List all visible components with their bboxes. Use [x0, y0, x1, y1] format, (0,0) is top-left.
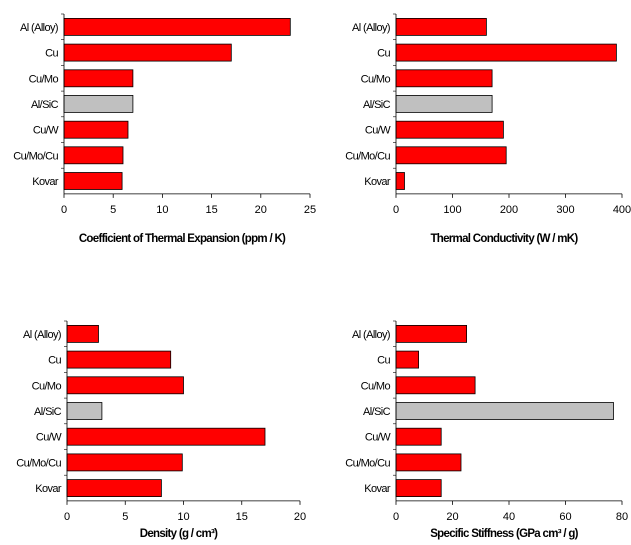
bar [395, 427, 442, 446]
x-tick-label: 20 [294, 511, 306, 523]
category-label: Al/SiC [363, 99, 391, 111]
x-tick-label: 0 [64, 511, 70, 523]
bar [63, 95, 134, 113]
x-tick-label: 100 [443, 204, 461, 216]
category-label: Kovar [364, 483, 391, 495]
x-tick-label: 0 [393, 204, 399, 216]
chart-panel: Al (Alloy) Cu Cu/Mo Al/SiC Cu/W Cu/Mo/Cu Kovar… [16, 320, 306, 540]
bar [66, 479, 162, 498]
category-label: Al/SiC [363, 406, 391, 418]
x-axis-title: Specific Stiffness (GPa cm³ / g) [430, 528, 578, 540]
category-label: Cu/Mo [361, 73, 391, 85]
x-tick-label: 15 [236, 511, 248, 523]
bar [63, 146, 124, 165]
category-label: Al (Alloy) [23, 329, 61, 341]
bar [63, 69, 134, 88]
bar [63, 120, 129, 139]
category-label: Cu/Mo [32, 380, 62, 392]
x-tick-label: 10 [156, 204, 168, 216]
bar [395, 479, 442, 498]
bar [66, 324, 99, 343]
x-axis-title: Density (g / cm³) [140, 528, 218, 540]
x-tick-label: 300 [556, 204, 574, 216]
x-tick-label: 0 [393, 511, 399, 523]
category-label: Cu [377, 48, 390, 60]
bar [395, 453, 462, 472]
category-label: Kovar [35, 483, 62, 495]
x-tick-label: 5 [122, 511, 128, 523]
category-label: Cu/W [365, 125, 391, 137]
chart-panel: Al (Alloy) Cu Cu/Mo Al/SiC Cu/W Cu/Mo/Cu Kovar… [345, 320, 628, 540]
bar [66, 453, 183, 472]
x-tick-label: 20 [255, 204, 267, 216]
x-tick-label: 0 [61, 204, 67, 216]
bar [395, 95, 493, 113]
bar [395, 402, 614, 420]
category-label: Cu [377, 355, 390, 367]
bar [66, 402, 103, 420]
x-tick-label: 400 [613, 204, 631, 216]
x-tick-label: 80 [616, 511, 628, 523]
category-label: Al/SiC [31, 99, 59, 111]
bar [395, 17, 487, 36]
category-label: Cu/Mo/Cu [345, 457, 390, 469]
x-tick-label: 5 [110, 204, 116, 216]
bar [395, 69, 493, 88]
x-tick-label: 20 [446, 511, 458, 523]
bar [63, 172, 123, 190]
category-label: Al/SiC [34, 406, 62, 418]
chart-panel: Al (Alloy) Cu Cu/Mo Al/SiC Cu/W Cu/Mo/Cu Kovar… [13, 13, 316, 245]
category-label: Cu [45, 48, 58, 60]
x-tick-label: 200 [500, 204, 518, 216]
x-axis-title: Thermal Conductivity (W / mK) [430, 233, 578, 245]
chart-panel: Al (Alloy) Cu Cu/Mo Al/SiC Cu/W Cu/Mo/Cu Kovar… [345, 13, 631, 245]
bar [395, 376, 476, 395]
bar [395, 146, 507, 165]
bar [395, 324, 467, 343]
bar [66, 350, 172, 369]
bar [395, 43, 617, 62]
bar [63, 17, 291, 36]
category-label: Cu [48, 355, 61, 367]
category-label: Cu/Mo [29, 73, 59, 85]
bar [63, 43, 232, 62]
category-label: Al (Alloy) [20, 22, 58, 34]
bar [395, 350, 420, 369]
category-label: Cu/Mo/Cu [345, 150, 390, 162]
x-tick-label: 25 [304, 204, 316, 216]
bar [395, 172, 405, 190]
bar [66, 427, 266, 446]
category-label: Cu/Mo/Cu [16, 457, 61, 469]
category-label: Cu/Mo [361, 380, 391, 392]
x-tick-label: 10 [177, 511, 189, 523]
category-label: Al (Alloy) [352, 22, 390, 34]
x-tick-label: 15 [205, 204, 217, 216]
x-axis-title: Coefficient of Thermal Expansion (ppm / … [79, 233, 286, 245]
x-tick-label: 40 [503, 511, 515, 523]
category-label: Cu/Mo/Cu [13, 150, 58, 162]
bar [66, 376, 184, 395]
x-tick-label: 60 [559, 511, 571, 523]
category-label: Kovar [364, 176, 391, 188]
bar [395, 120, 504, 139]
category-label: Kovar [32, 176, 59, 188]
category-label: Al (Alloy) [352, 329, 390, 341]
category-label: Cu/W [365, 432, 391, 444]
category-label: Cu/W [33, 125, 59, 137]
category-label: Cu/W [36, 432, 62, 444]
